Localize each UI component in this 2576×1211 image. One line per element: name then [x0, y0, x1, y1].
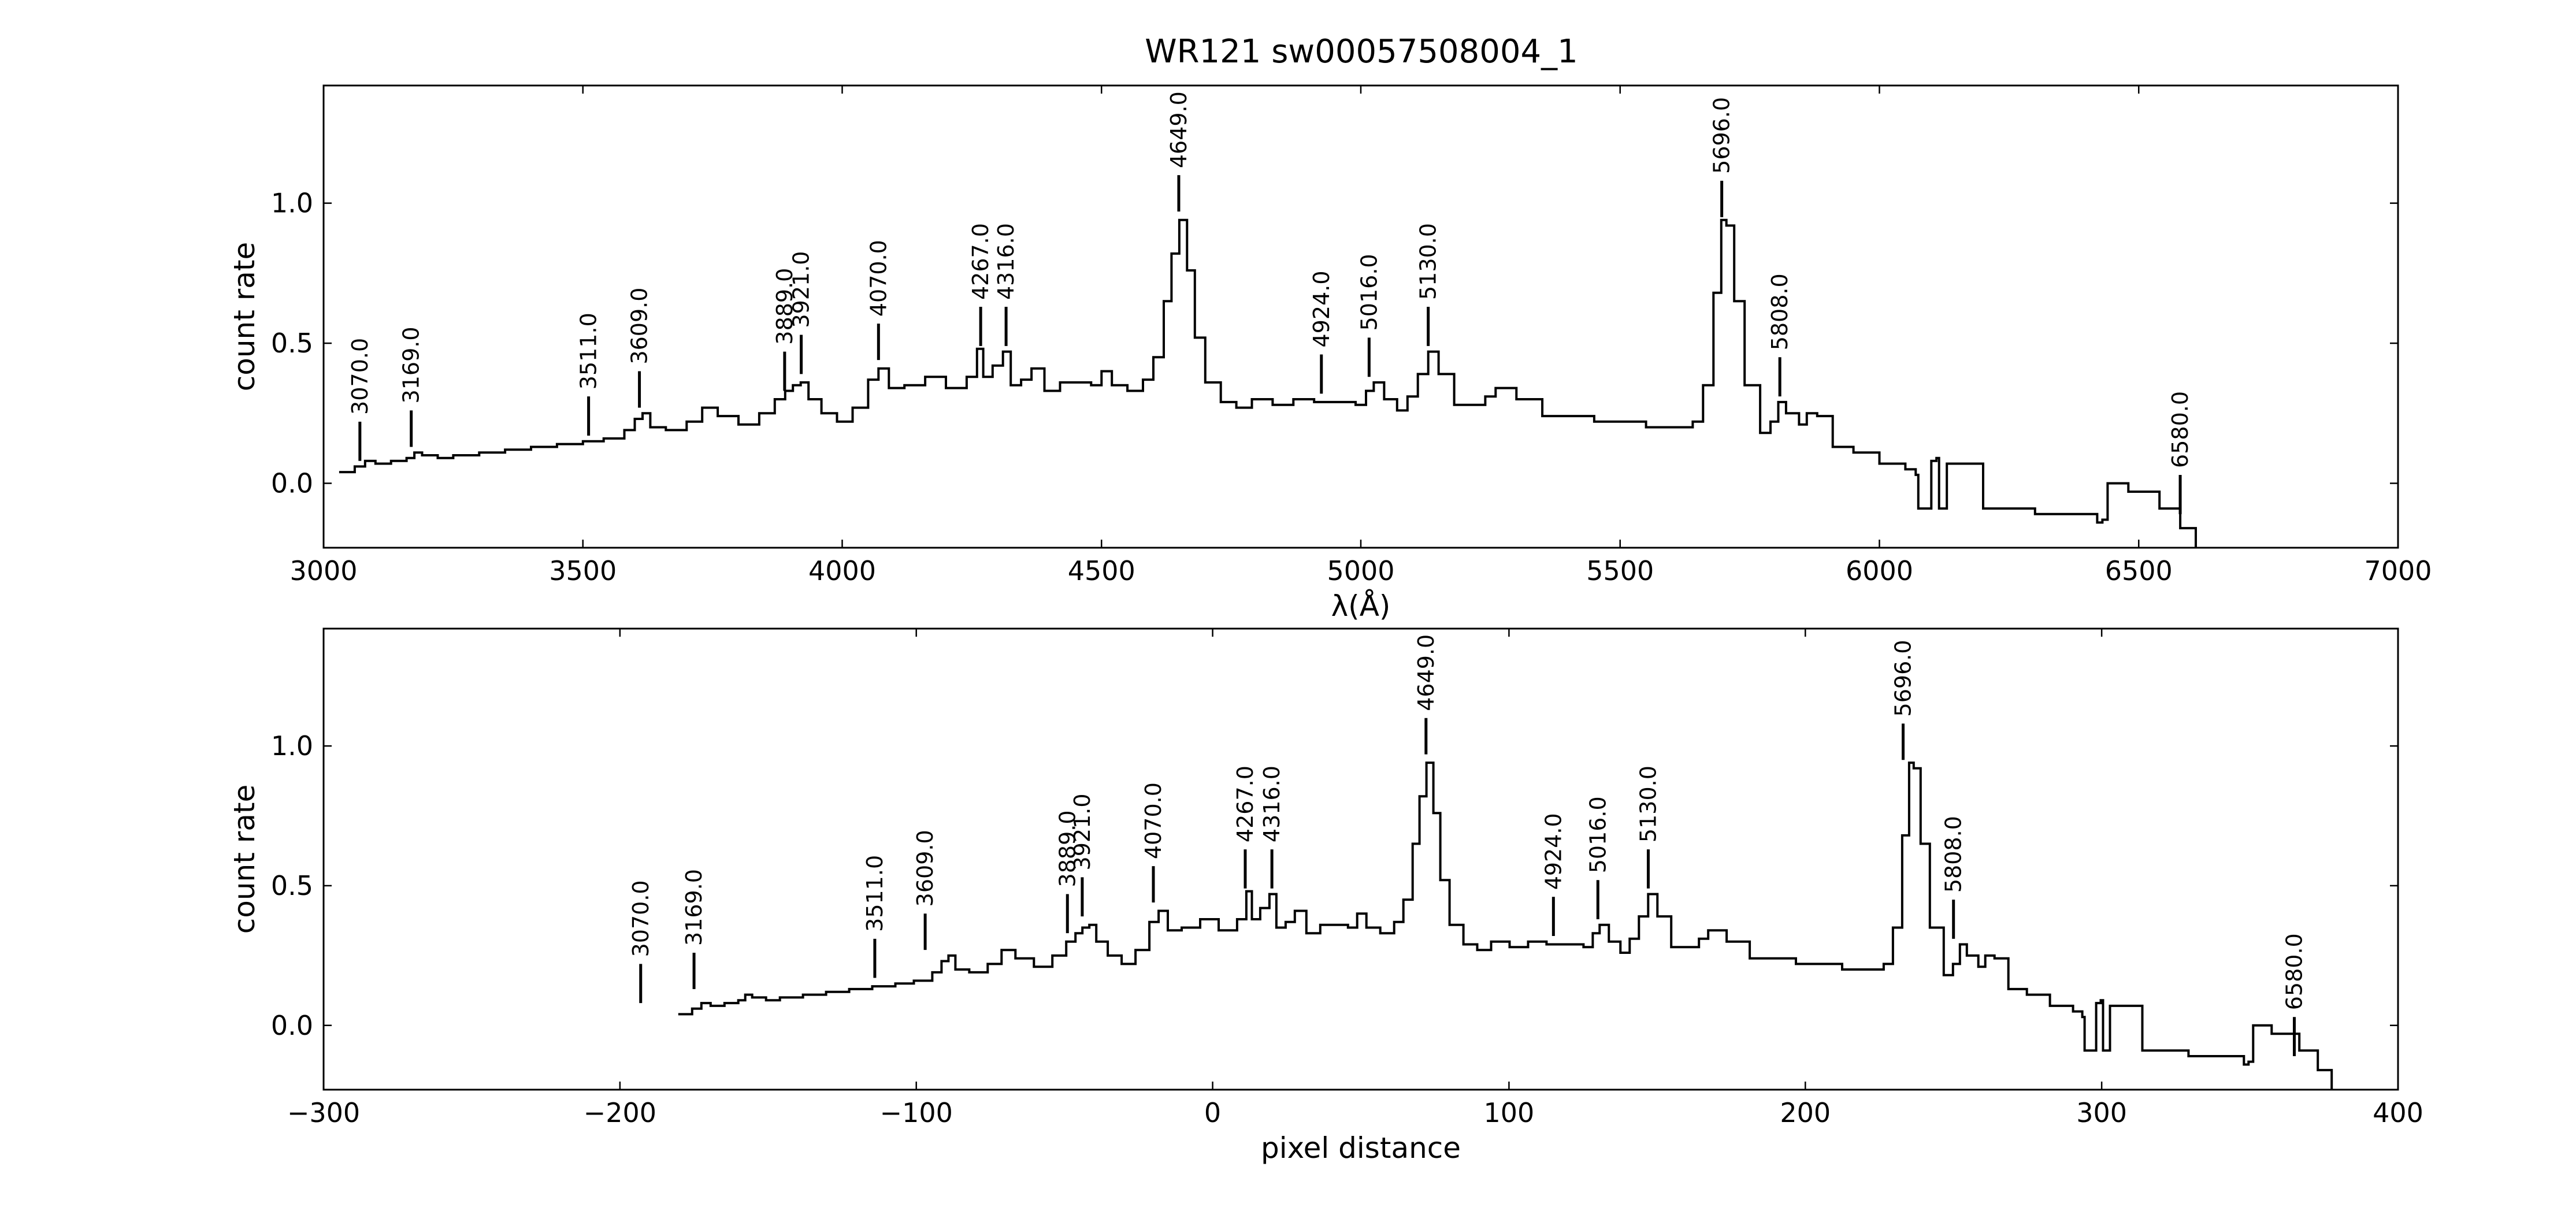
line-label: 3070.0 — [347, 338, 373, 415]
x-axis-label: pixel distance — [1261, 1131, 1461, 1165]
y-tick-label: 0.5 — [271, 328, 313, 359]
line-label: 5808.0 — [1767, 273, 1792, 350]
x-tick-label: 5500 — [1586, 555, 1654, 586]
line-label: 5808.0 — [1941, 816, 1966, 893]
x-tick-label: 100 — [1484, 1097, 1535, 1128]
y-axis-label: count rate — [228, 242, 261, 392]
line-label: 4924.0 — [1309, 270, 1334, 347]
line-label: 3169.0 — [681, 869, 707, 946]
x-tick-label: 200 — [1780, 1097, 1831, 1128]
line-label: 4316.0 — [1259, 766, 1285, 842]
x-tick-label: 7000 — [2364, 555, 2432, 586]
line-label: 3070.0 — [628, 880, 654, 957]
line-label: 4267.0 — [1233, 766, 1258, 842]
line-label: 6580.0 — [2282, 933, 2307, 1010]
line-label: 3889.0 — [772, 268, 797, 345]
line-label: 3609.0 — [912, 830, 938, 907]
x-tick-label: 6500 — [2105, 555, 2173, 586]
y-axis-label: count rate — [228, 785, 261, 934]
x-tick-label: 6000 — [1846, 555, 1913, 586]
x-tick-label: 4000 — [808, 555, 876, 586]
plot-frame — [322, 627, 2399, 1091]
y-tick-label: 0.0 — [271, 1010, 313, 1041]
x-axis-label: λ(Å) — [1331, 589, 1391, 623]
y-tick-label: 0.5 — [271, 870, 313, 901]
line-label: 3921.0 — [789, 251, 814, 328]
y-tick-label: 1.0 — [271, 730, 313, 761]
line-label: 5130.0 — [1635, 766, 1661, 842]
line-label: 5696.0 — [1709, 97, 1735, 174]
line-label: 5016.0 — [1585, 796, 1610, 873]
y-tick-label: 0.0 — [271, 467, 313, 499]
x-tick-label: 3500 — [549, 555, 617, 586]
line-label: 5696.0 — [1891, 640, 1916, 716]
line-label: 4924.0 — [1541, 813, 1566, 890]
bottom-panel: −300 −200 −100 0 100 200 300 400 0.0 0.5 1.0 pixel … — [228, 627, 2423, 1165]
spectrum-line — [339, 218, 2197, 548]
x-tick-label: 400 — [2373, 1097, 2423, 1128]
line-label: 6580.0 — [2167, 391, 2193, 468]
y-tick-label: 1.0 — [271, 188, 313, 219]
line-label: 3511.0 — [576, 313, 602, 389]
line-label: 3921.0 — [1070, 793, 1095, 870]
line-label: 4267.0 — [968, 223, 993, 300]
x-tick-label: −100 — [880, 1097, 953, 1128]
line-label: 4070.0 — [1141, 782, 1166, 859]
spectrum-line — [678, 761, 2333, 1090]
line-label: 4316.0 — [993, 223, 1019, 300]
x-tick-label: 5000 — [1327, 555, 1394, 586]
line-label: 4649.0 — [1413, 634, 1439, 711]
x-tick-label: 300 — [2076, 1097, 2127, 1128]
line-label: 3169.0 — [399, 326, 424, 403]
x-tick-label: 0 — [1204, 1097, 1221, 1128]
line-label: 5130.0 — [1416, 223, 1441, 300]
x-tick-label: 4500 — [1068, 555, 1135, 586]
line-label: 4649.0 — [1166, 91, 1192, 168]
x-tick-label: −300 — [287, 1097, 360, 1128]
figure-title: WR121 sw00057508004_1 — [1145, 33, 1578, 70]
line-label: 4070.0 — [866, 240, 891, 317]
line-label: 5016.0 — [1356, 254, 1382, 330]
x-tick-label: 3000 — [289, 555, 357, 586]
line-label: 3609.0 — [627, 288, 652, 365]
line-label: 3889.0 — [1055, 810, 1080, 887]
top-panel: 3000 3500 4000 4500 5000 5500 6000 6500 7000 0.0 0… — [228, 84, 2432, 623]
line-label: 3511.0 — [862, 855, 888, 932]
x-tick-label: −200 — [584, 1097, 656, 1128]
